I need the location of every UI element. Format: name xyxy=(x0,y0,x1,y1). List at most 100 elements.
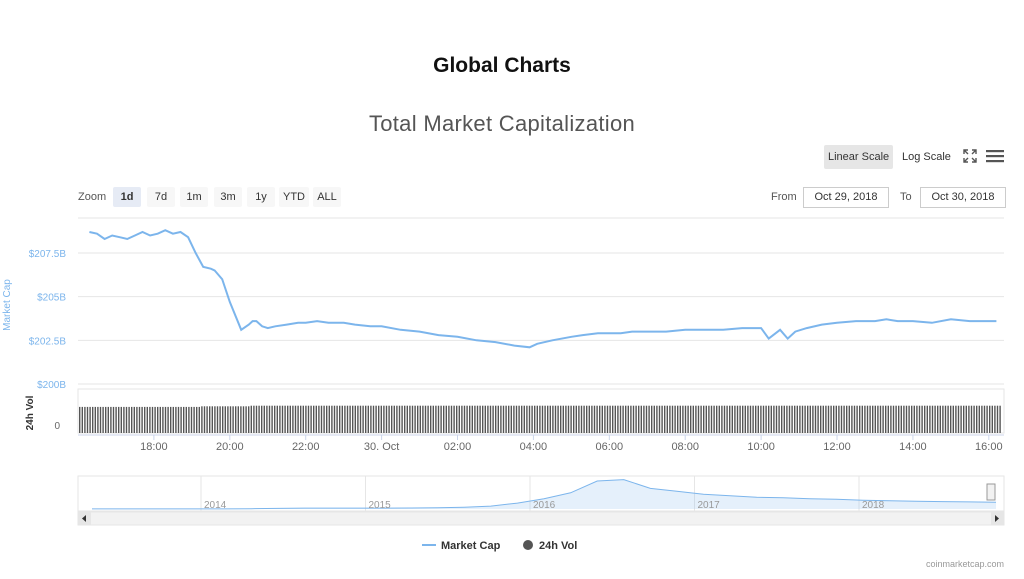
volume-bar xyxy=(718,405,720,433)
volume-bar xyxy=(775,405,778,433)
volume-bar xyxy=(729,405,731,433)
volume-bar xyxy=(268,405,271,433)
volume-bar xyxy=(794,405,796,433)
scroll-left-button[interactable] xyxy=(78,512,91,525)
legend-market-cap[interactable]: Market Cap xyxy=(441,540,501,552)
volume-bar xyxy=(609,405,611,433)
volume-bar xyxy=(692,405,694,433)
volume-bar xyxy=(398,405,401,433)
volume-bar xyxy=(905,405,908,433)
volume-bar xyxy=(474,405,476,433)
volume-bar xyxy=(640,405,642,433)
volume-bar xyxy=(812,405,814,433)
volume-bar xyxy=(677,405,679,433)
volume-bar xyxy=(383,405,385,433)
page-title: Global Charts xyxy=(433,54,571,77)
legend-24h-vol[interactable]: 24h Vol xyxy=(539,540,577,552)
volume-bar xyxy=(900,405,902,433)
volume-bar xyxy=(768,405,770,433)
scroll-right-button[interactable] xyxy=(991,512,1004,525)
volume-bar xyxy=(963,405,965,433)
volume-bar xyxy=(575,405,577,433)
volume-bar xyxy=(196,406,198,433)
y-tick-label: $207.5B xyxy=(29,249,67,260)
zoom-1y-button[interactable]: 1y xyxy=(247,187,275,207)
volume-bar xyxy=(765,405,767,433)
credit-link[interactable]: coinmarketcap.com xyxy=(925,559,1004,569)
x-tick-label: 02:00 xyxy=(444,441,472,453)
menu-icon[interactable] xyxy=(986,148,1004,164)
zoom-1d-button[interactable]: 1d xyxy=(113,187,141,207)
volume-bar xyxy=(799,405,801,433)
zoom-7d-button[interactable]: 7d xyxy=(147,187,175,207)
volume-bar xyxy=(833,405,835,433)
x-tick-label: 22:00 xyxy=(292,441,320,453)
volume-bar xyxy=(796,405,798,433)
volume-bar xyxy=(86,406,89,433)
navigator-year-label: 2014 xyxy=(204,500,227,511)
volume-bar xyxy=(242,406,245,433)
volume-bar xyxy=(118,406,120,433)
volume-bar xyxy=(742,405,744,433)
volume-bar xyxy=(279,405,281,433)
volume-bar xyxy=(339,405,341,433)
volume-bar xyxy=(349,405,351,433)
volume-bar xyxy=(859,405,861,433)
volume-bar xyxy=(674,405,676,433)
log-scale-button[interactable]: Log Scale xyxy=(902,151,951,163)
x-tick-label: 30. Oct xyxy=(364,441,399,453)
volume-bar xyxy=(289,405,291,433)
volume-bar xyxy=(427,405,429,433)
linear-scale-button[interactable]: Linear Scale xyxy=(824,145,894,169)
volume-bar xyxy=(848,405,850,433)
volume-bar xyxy=(713,405,715,433)
volume-bar xyxy=(120,406,122,433)
to-date-input[interactable]: Oct 30, 2018 xyxy=(920,187,1006,208)
volume-bar xyxy=(632,405,635,433)
fullscreen-icon[interactable] xyxy=(962,148,978,164)
volume-bar xyxy=(430,405,432,433)
volume-bar xyxy=(380,405,382,433)
from-date-input[interactable]: Oct 29, 2018 xyxy=(803,187,889,208)
volume-bar xyxy=(253,405,255,433)
volume-bar xyxy=(105,406,107,433)
volume-bar xyxy=(760,405,762,433)
volume-bar xyxy=(183,406,185,433)
volume-bar xyxy=(786,405,788,433)
volume-bar xyxy=(521,405,523,433)
volume-bar xyxy=(419,405,421,433)
volume-bar xyxy=(359,405,362,433)
volume-bar xyxy=(939,405,941,433)
volume-bar xyxy=(102,406,104,433)
volume-bar xyxy=(89,406,91,433)
volume-bar xyxy=(557,405,559,433)
volume-bar xyxy=(736,405,739,433)
volume-bar xyxy=(450,405,453,433)
volume-bar xyxy=(539,405,541,433)
volume-bar xyxy=(123,406,125,433)
volume-bar xyxy=(222,406,224,433)
volume-bar xyxy=(131,406,133,433)
volume-bar xyxy=(814,405,817,433)
zoom-3m-button[interactable]: 3m xyxy=(214,187,242,207)
volume-bar xyxy=(957,405,960,433)
volume-bar xyxy=(643,405,645,433)
volume-bar xyxy=(697,405,700,433)
volume-bar xyxy=(354,405,356,433)
zoom-1m-button[interactable]: 1m xyxy=(180,187,208,207)
volume-bar xyxy=(978,405,980,433)
navigator-handle[interactable] xyxy=(986,483,996,501)
volume-bar xyxy=(388,405,390,433)
volume-bar xyxy=(201,406,203,433)
volume-bar xyxy=(193,406,195,433)
volume-bar xyxy=(684,405,687,433)
volume-bar xyxy=(497,405,499,433)
volume-bar xyxy=(596,405,598,433)
zoom-all-button[interactable]: ALL xyxy=(313,187,341,207)
volume-bar xyxy=(547,405,549,433)
volume-bar xyxy=(495,405,497,433)
y-tick-label: $202.5B xyxy=(29,336,67,347)
zoom-ytd-button[interactable]: YTD xyxy=(279,187,309,207)
volume-bar xyxy=(177,406,180,433)
navigator-scrollbar[interactable] xyxy=(77,511,1005,526)
